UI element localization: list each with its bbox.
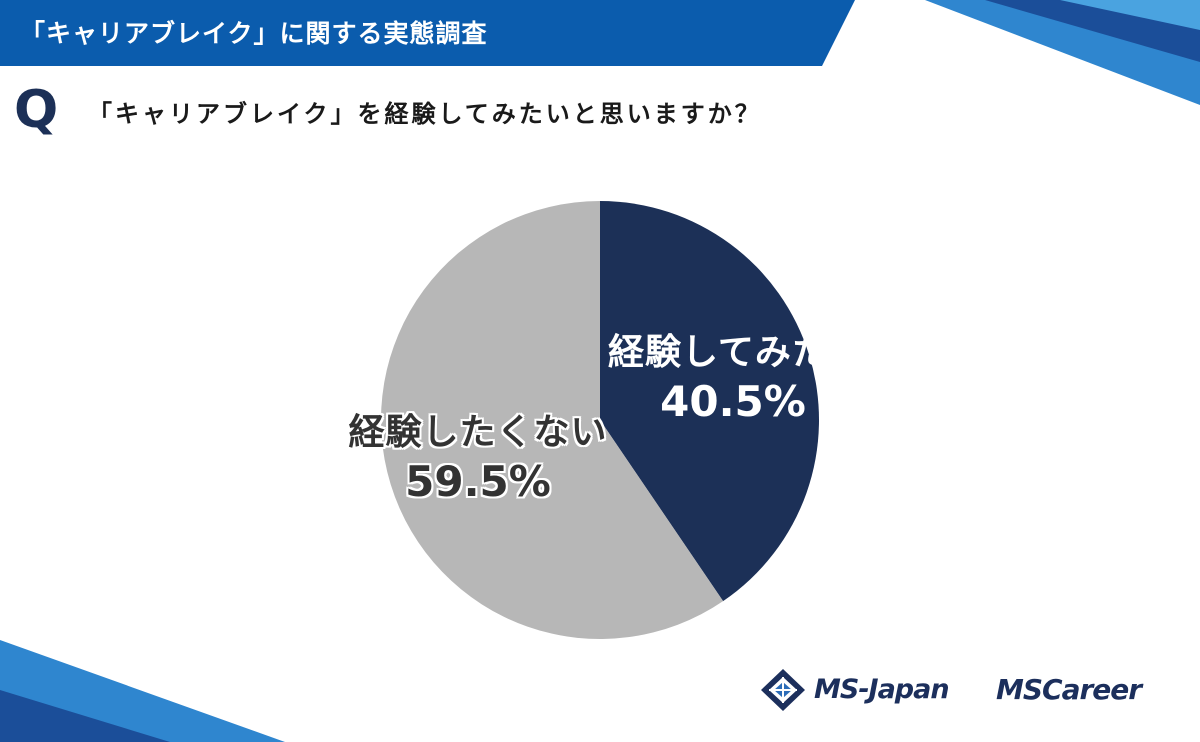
corner-stripe-top-3 (1060, 0, 1200, 30)
header-banner (0, 0, 855, 66)
mscareer-logo-text: MSCareer (996, 673, 1142, 706)
survey-title: 「キャリアブレイク」に関する実態調査 (20, 19, 488, 48)
question-text: 「キャリアブレイク」を経験してみたいと思いますか？ (88, 100, 762, 128)
question-mark-q: Q (14, 80, 59, 140)
msjapan-diamond-icon (761, 669, 805, 711)
slice-name-want: 経験してみたい (608, 332, 866, 373)
slice-value-not-want: 59.5% (405, 457, 551, 506)
corner-stripe-bottom-2 (0, 690, 170, 742)
mscareer-logo: MSCareer (996, 668, 1176, 712)
slice-label-want: 経験してみたい 40.5% (608, 330, 866, 428)
pie-slice-want (600, 201, 819, 602)
msjapan-logo-text: MS-Japan (814, 674, 950, 705)
slice-name-not-want: 経験したくない (348, 412, 608, 453)
slice-label-not-want: 経験したくない 59.5% (348, 410, 608, 508)
pie-slice-not-want (380, 200, 724, 639)
msjapan-logo: MS-Japan (760, 668, 980, 712)
slice-value-want: 40.5% (660, 377, 806, 426)
